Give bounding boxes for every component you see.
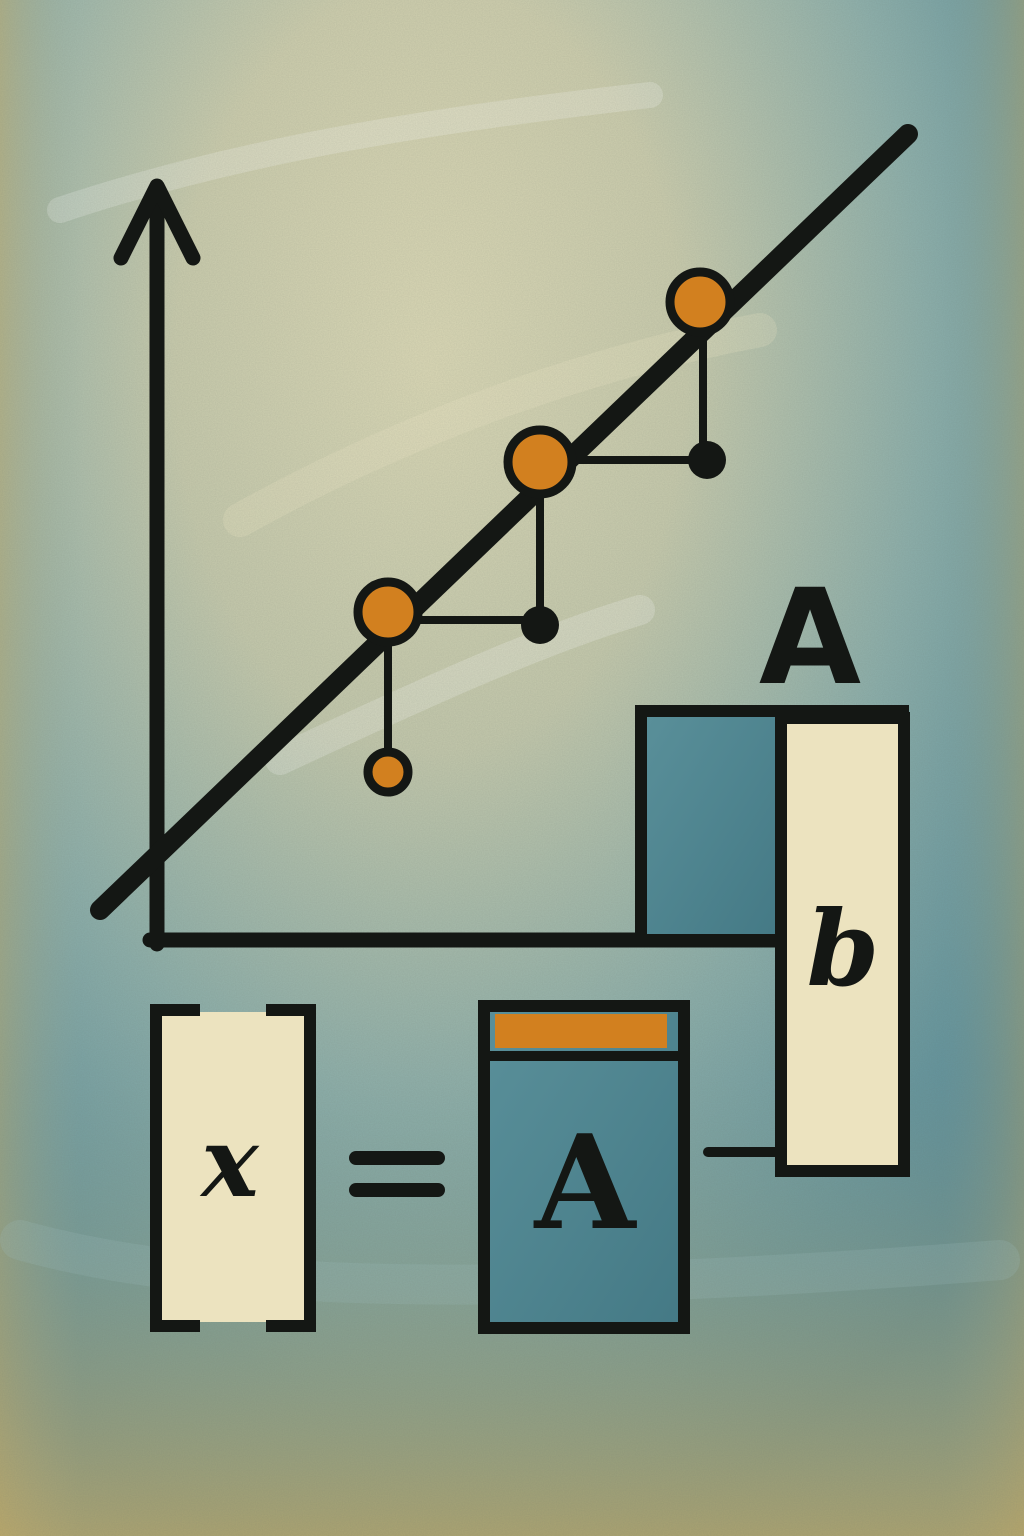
vector-x-label: x bbox=[199, 1106, 260, 1219]
matrix-a-label: A bbox=[533, 1106, 638, 1259]
vector-b-label: b bbox=[807, 887, 880, 1010]
orange-node-small bbox=[363, 747, 413, 797]
right-bracket bbox=[266, 1004, 316, 1332]
black-node-1 bbox=[521, 606, 559, 644]
equals-sign bbox=[349, 1151, 445, 1197]
orange-node-2 bbox=[503, 425, 577, 499]
orange-node-1 bbox=[353, 577, 423, 647]
left-bracket bbox=[150, 1004, 200, 1332]
orange-nodes bbox=[353, 267, 735, 797]
vector-b-column bbox=[775, 712, 910, 1177]
matrix-a-orange-bar bbox=[495, 1014, 667, 1048]
y-axis-arrowhead bbox=[113, 178, 201, 266]
diagonal-line bbox=[90, 124, 918, 920]
vector-x-column bbox=[158, 1012, 308, 1322]
black-node-2 bbox=[688, 441, 726, 479]
black-nodes bbox=[521, 441, 726, 644]
matrix-teal-block bbox=[635, 705, 787, 946]
orange-node-3 bbox=[665, 267, 735, 337]
matrix-top-label: A bbox=[759, 561, 861, 715]
